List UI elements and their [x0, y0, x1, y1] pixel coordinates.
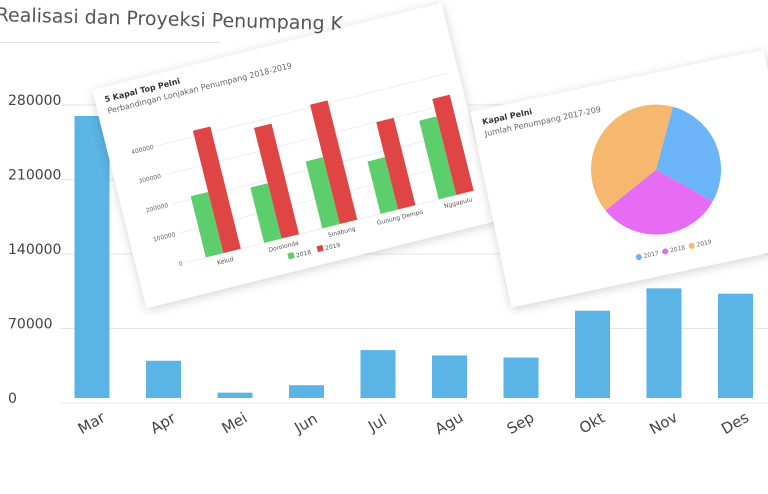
x-tick-label: Mei	[219, 409, 251, 438]
legend-label: 2019	[696, 239, 713, 249]
bar-2018-dorolonda	[250, 183, 282, 243]
y-tick-label: 280000	[8, 93, 61, 109]
pie-slice-2019	[591, 104, 673, 211]
bar-sep	[503, 357, 539, 398]
y-tick-label: 200000	[145, 202, 169, 214]
x-tick-label: Des	[718, 408, 752, 438]
legend-label: 2019	[324, 242, 341, 253]
x-tick-label: Nov	[646, 408, 680, 438]
legend-swatch	[635, 254, 642, 261]
title-divider	[0, 42, 220, 43]
x-tick-label: Sinabung	[327, 225, 356, 239]
legend-label: 2018	[295, 249, 312, 260]
legend-swatch	[662, 248, 669, 255]
y-tick-label: 100000	[152, 231, 176, 243]
bar-2019-gunung-dempo	[376, 117, 416, 210]
bar-nov	[646, 288, 682, 398]
legend-swatch	[688, 242, 695, 249]
bar-2019-sinabung	[310, 100, 358, 225]
y-tick-label: 140000	[8, 242, 61, 258]
x-tick-label: Mar	[75, 408, 109, 438]
bar-mar	[74, 115, 110, 398]
bar-des	[718, 293, 753, 398]
x-tick-label: Sep	[504, 408, 537, 438]
y-tick-label: 70000	[8, 317, 53, 333]
top-ships-bar-chart: 0100000200000300000400000KeludDorolondaS…	[131, 72, 478, 268]
bar-okt	[575, 310, 610, 398]
bar-jul	[360, 350, 396, 398]
bar-2018-gunung-dempo	[367, 157, 399, 214]
bar-2019-dorolonda	[253, 123, 300, 239]
x-tick-label: Apr	[147, 408, 179, 437]
y-tick-label: 400000	[131, 144, 155, 156]
bar-2018-sinabung	[305, 157, 340, 229]
x-tick-label: Agu	[432, 408, 466, 438]
x-tick-label: Kelud	[217, 256, 235, 267]
legend-swatch	[287, 252, 295, 260]
x-tick-label: Jul	[364, 411, 390, 436]
y-tick-label: 0	[8, 391, 17, 407]
bar-2018-nggapulu	[419, 116, 457, 200]
bar-2019-kelud	[192, 126, 241, 254]
bar-apr	[146, 360, 181, 398]
x-tick-label: Nggapulu	[443, 196, 473, 210]
x-tick-label: Okt	[576, 409, 608, 438]
bar-agu	[432, 355, 467, 398]
pie-slice-2018	[605, 169, 713, 235]
bar-2019-nggapulu	[432, 94, 474, 196]
legend-label: 2018	[670, 244, 687, 254]
legend-label: 2017	[643, 250, 660, 260]
y-tick-label: 0	[178, 260, 184, 268]
top-ships-card: 5 Kapal Top Pelni Perbandingan Lonjakan …	[92, 2, 496, 309]
legend-swatch	[316, 244, 324, 253]
bar-jun	[289, 385, 324, 398]
y-tick-label: 300000	[138, 173, 162, 185]
bar-2018-kelud	[190, 191, 224, 258]
bar-mei	[217, 392, 253, 398]
pie-slice-2017	[656, 106, 722, 202]
pie-chart: 2017 2018 2019	[591, 104, 722, 261]
y-tick-label: 210000	[8, 168, 61, 184]
x-tick-label: Jun	[290, 409, 320, 437]
pie-card: Kapal Pelni Jumlah Penumpang 2017-209 20…	[470, 49, 768, 308]
